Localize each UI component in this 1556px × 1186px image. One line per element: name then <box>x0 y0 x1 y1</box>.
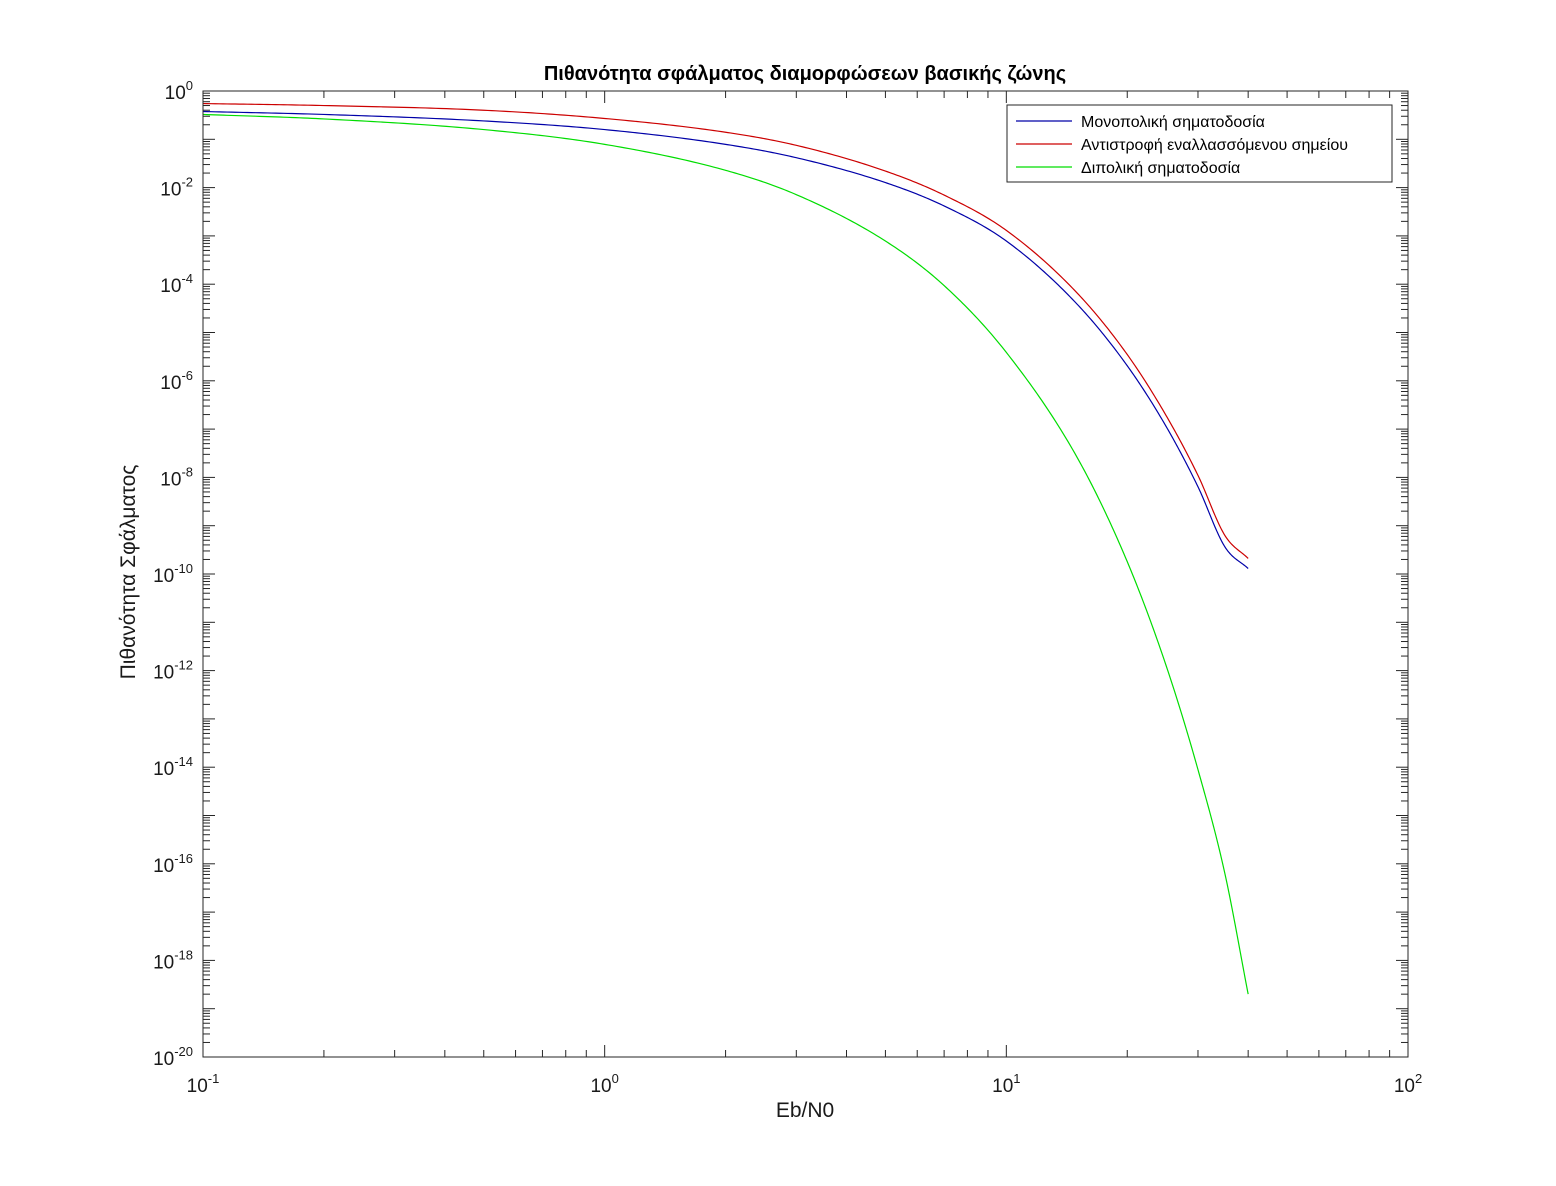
y-tick-label: 10-16 <box>153 851 193 877</box>
y-tick-label: 10-18 <box>153 947 193 973</box>
series-line-2[interactable] <box>202 113 1249 995</box>
x-tick-label: 10-1 <box>187 1071 220 1097</box>
y-tick-label: 10-20 <box>153 1044 193 1070</box>
y-tick-labels: 100 10-2 10-4 10-6 10-8 10-10 10-12 10-14 10-16 1… <box>153 78 193 1070</box>
x-tick-label: 101 <box>992 1071 1020 1097</box>
y-tick-label: 10-8 <box>160 464 193 490</box>
series-line-0[interactable] <box>202 110 1249 569</box>
y-tick-label: 10-14 <box>153 754 193 780</box>
legend-label: Διπολική σηματοδοσία <box>1081 160 1240 177</box>
axes-box <box>202 90 1409 1058</box>
x-tick-label: 102 <box>1394 1071 1422 1097</box>
legend-label: Αντιστροφή εναλλασσόμενου σημείου <box>1081 137 1348 154</box>
y-tick-label: 10-12 <box>153 658 193 684</box>
x-tick-labels: 10-1 100 101 102 <box>187 1071 1423 1097</box>
y-tick-label: 100 <box>165 78 193 104</box>
y-tick-label: 10-10 <box>153 561 193 587</box>
legend-label: Μονοπολική σηματοδοσία <box>1081 114 1265 131</box>
y-tick-label: 10-6 <box>160 368 193 394</box>
axes-background <box>203 91 1408 1057</box>
y-tick-label: 10-4 <box>160 271 193 297</box>
series-group <box>202 102 1249 995</box>
chart-title: Πιθανότητα σφάλματος διαμορφώσεων βασική… <box>544 63 1066 85</box>
legend-entries: Μονοπολική σηματοδοσία Αντιστροφή εναλλασ… <box>1016 114 1348 177</box>
series-line-1[interactable] <box>202 102 1249 559</box>
x-tick-label: 100 <box>590 1071 618 1097</box>
y-tick-label: 10-2 <box>160 175 193 201</box>
minor-ticks <box>202 91 1408 1058</box>
y-axis-title: Πιθανότητα Σφάλματος <box>117 465 140 680</box>
x-axis-title: Eb/N0 <box>776 1099 834 1122</box>
legend[interactable]: Μονοπολική σηματοδοσία Αντιστροφή εναλλασ… <box>1006 104 1393 183</box>
plot-area <box>202 90 1409 1058</box>
